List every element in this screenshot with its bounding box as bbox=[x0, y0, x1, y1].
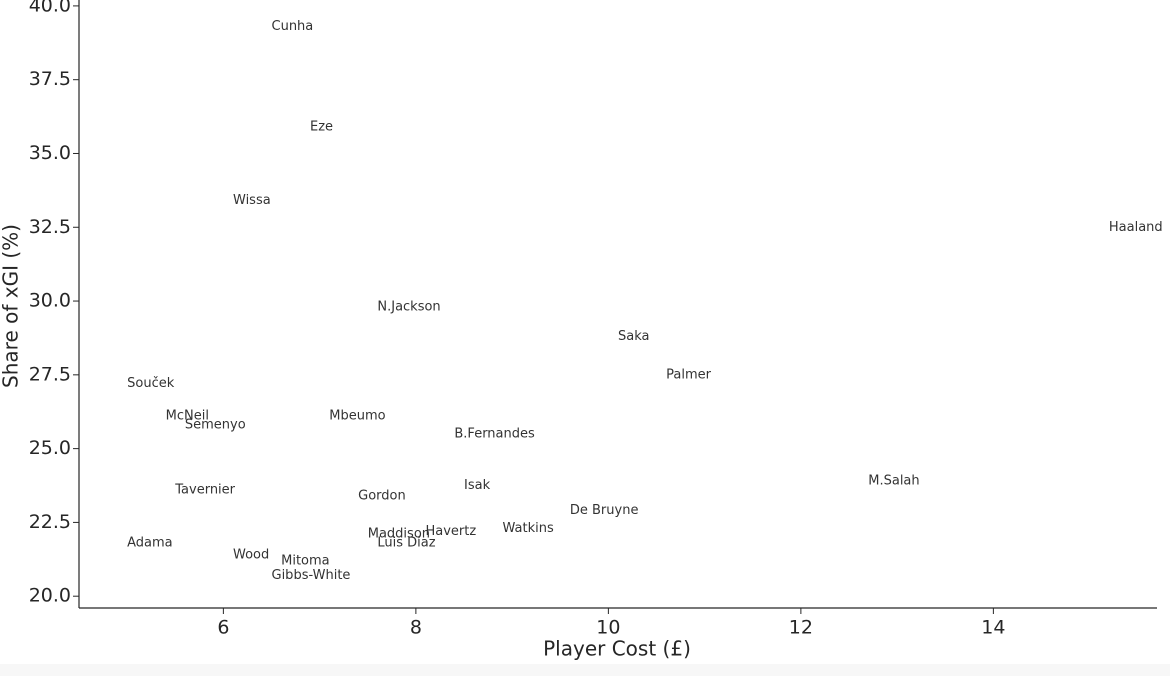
y-tick-label: 40.0 bbox=[29, 0, 71, 16]
point-label: Adama bbox=[127, 536, 173, 551]
point-label: Havertz bbox=[426, 524, 477, 539]
point-label: De Bruyne bbox=[570, 503, 639, 518]
point-label: Mbeumo bbox=[329, 409, 385, 424]
y-tick-label: 22.5 bbox=[29, 511, 71, 533]
point-label: B.Fernandes bbox=[454, 426, 535, 441]
y-tick-label: 37.5 bbox=[29, 68, 71, 90]
point-label: Isak bbox=[464, 478, 491, 493]
footer-band bbox=[0, 664, 1170, 676]
x-tick-label: 12 bbox=[789, 617, 813, 639]
point-label: M.Salah bbox=[868, 474, 919, 489]
point-label: Wood bbox=[233, 547, 269, 562]
point-label: Semenyo bbox=[185, 418, 246, 433]
point-label: Wissa bbox=[233, 193, 271, 208]
point-label: Souček bbox=[127, 376, 175, 391]
x-tick-label: 10 bbox=[596, 617, 620, 639]
point-label: Gibbs-White bbox=[272, 568, 351, 583]
point-label: Mitoma bbox=[281, 553, 330, 568]
point-label: Cunha bbox=[272, 19, 314, 34]
point-label: Eze bbox=[310, 119, 333, 134]
y-tick-label: 20.0 bbox=[29, 585, 71, 607]
point-label: Maddison bbox=[368, 527, 430, 542]
x-tick-label: 8 bbox=[410, 617, 422, 639]
y-tick-label: 35.0 bbox=[29, 142, 71, 164]
point-label: Tavernier bbox=[174, 482, 235, 497]
y-tick-label: 27.5 bbox=[29, 363, 71, 385]
x-axis-label: Player Cost (£) bbox=[543, 637, 691, 661]
y-tick-label: 30.0 bbox=[29, 290, 71, 312]
y-axis-label: Share of xGI (%) bbox=[0, 224, 23, 388]
point-label: McNeil bbox=[166, 409, 209, 424]
point-label: Haaland bbox=[1109, 220, 1163, 235]
point-label: N.Jackson bbox=[377, 299, 440, 314]
point-label: Palmer bbox=[666, 367, 711, 382]
point-label: Saka bbox=[618, 329, 649, 344]
y-tick-label: 32.5 bbox=[29, 216, 71, 238]
x-tick-label: 14 bbox=[981, 617, 1005, 639]
point-label: Watkins bbox=[503, 521, 554, 536]
point-label: Luis Díaz bbox=[377, 536, 435, 551]
y-tick-label: 25.0 bbox=[29, 437, 71, 459]
point-label: Gordon bbox=[358, 488, 406, 503]
x-tick-label: 6 bbox=[217, 617, 229, 639]
